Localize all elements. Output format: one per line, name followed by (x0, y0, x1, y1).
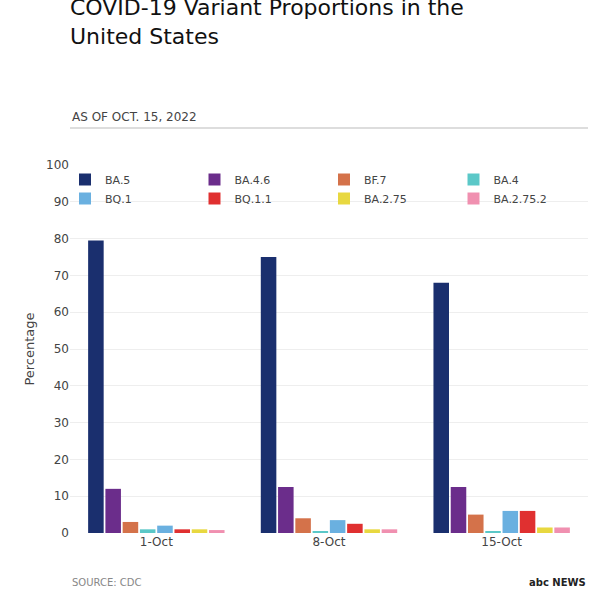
svg-text:50: 50 (54, 342, 69, 356)
svg-text:90: 90 (54, 195, 69, 209)
svg-text:30: 30 (54, 416, 69, 430)
svg-text:abc NEWS: abc NEWS (529, 577, 586, 588)
svg-text:20: 20 (54, 453, 69, 467)
svg-text:80: 80 (54, 232, 69, 246)
svg-text:BA.2.75.2: BA.2.75.2 (494, 193, 547, 206)
svg-text:1-Oct: 1-Oct (140, 535, 173, 549)
svg-text:8-Oct: 8-Oct (312, 535, 345, 549)
svg-text:BF.7: BF.7 (364, 174, 387, 187)
svg-text:SOURCE: CDC: SOURCE: CDC (72, 577, 142, 588)
svg-text:0: 0 (61, 526, 69, 540)
svg-text:Percentage: Percentage (22, 312, 37, 385)
svg-text:70: 70 (54, 269, 69, 283)
svg-text:BA.4.6: BA.4.6 (235, 174, 271, 187)
svg-text:BA.2.75: BA.2.75 (364, 193, 407, 206)
svg-text:40: 40 (54, 379, 69, 393)
svg-text:BA.4: BA.4 (494, 174, 519, 187)
svg-text:COVID-19 Variant Proportions i: COVID-19 Variant Proportions in theUnite… (70, 0, 464, 49)
svg-text:100: 100 (46, 158, 69, 172)
svg-text:BQ.1: BQ.1 (105, 193, 132, 206)
svg-text:60: 60 (54, 305, 69, 319)
svg-text:BA.5: BA.5 (105, 174, 130, 187)
svg-text:AS OF OCT. 15, 2022: AS OF OCT. 15, 2022 (72, 110, 197, 124)
svg-text:15-Oct: 15-Oct (481, 535, 522, 549)
svg-text:10: 10 (54, 489, 69, 503)
svg-text:BQ.1.1: BQ.1.1 (235, 193, 272, 206)
